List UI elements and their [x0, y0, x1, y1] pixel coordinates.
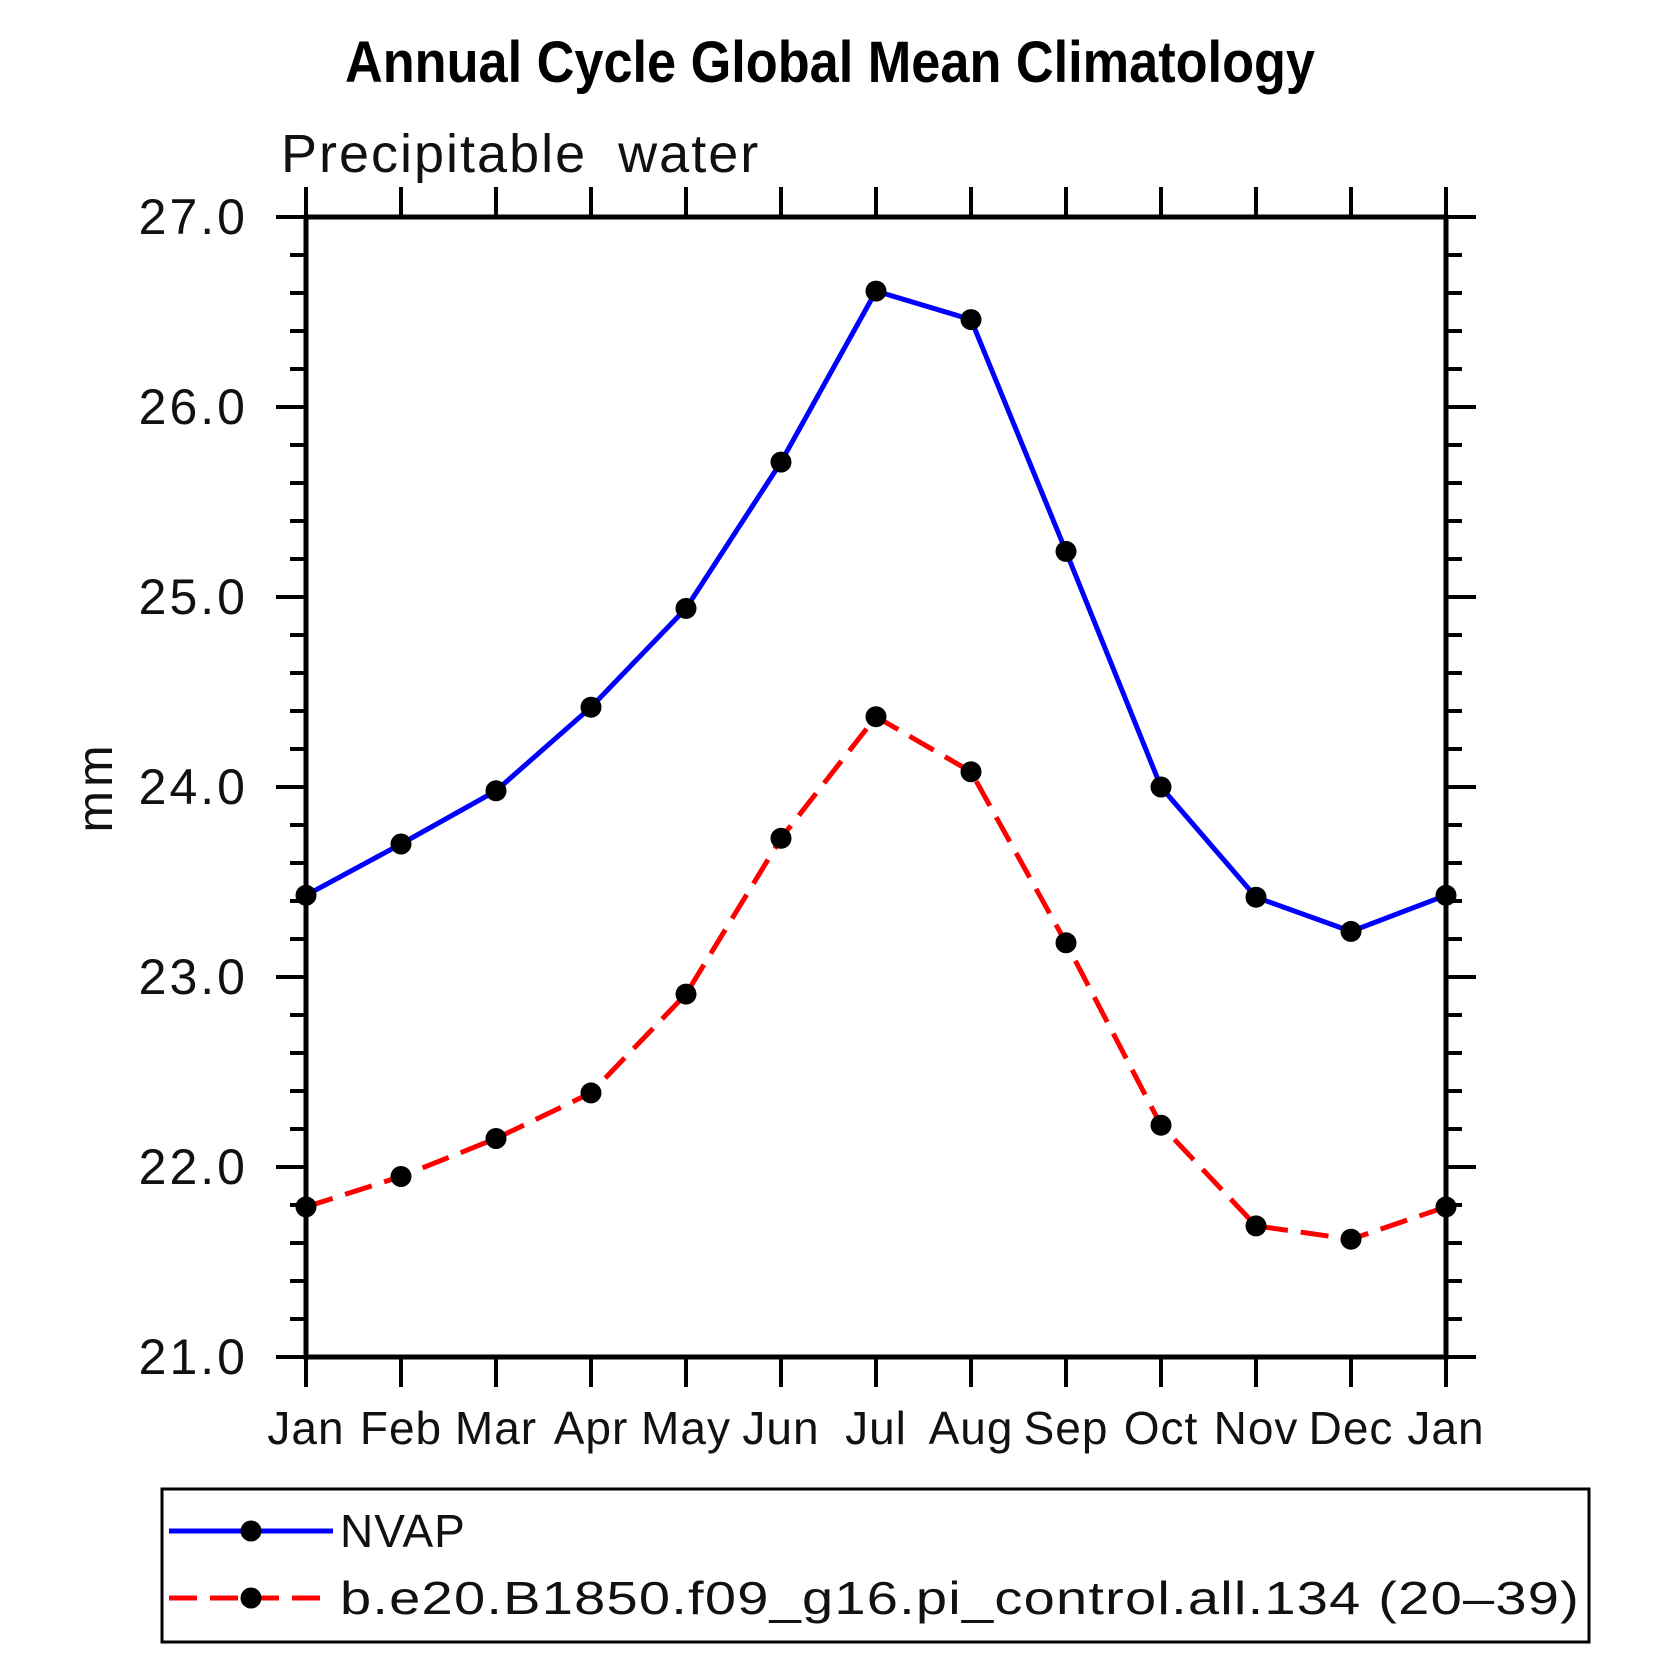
- x-tick-label: Jun: [742, 1402, 819, 1454]
- legend-box: [160, 1487, 1591, 1644]
- y-tick-label: 24.0: [139, 759, 248, 815]
- y-tick-label: 25.0: [139, 569, 248, 625]
- data-point-marker: [675, 983, 697, 1005]
- data-point-marker: [865, 280, 887, 302]
- data-point-marker: [295, 884, 317, 906]
- data-point-marker: [580, 1082, 602, 1104]
- x-tick-label: Jan: [267, 1402, 344, 1454]
- x-tick-label: Jul: [845, 1402, 907, 1454]
- plot-frame: [303, 214, 1449, 1360]
- y-tick-label: 21.0: [139, 1329, 248, 1385]
- data-point-marker: [485, 780, 507, 802]
- legend: NVAP b.e20.B1850.f09_g16.pi_control.all.…: [160, 1487, 1591, 1644]
- data-point-marker: [675, 597, 697, 619]
- legend-entry-nvap: NVAP: [169, 1505, 466, 1557]
- data-point-marker: [295, 1196, 317, 1218]
- data-point-marker: [960, 761, 982, 783]
- data-point-marker: [1340, 920, 1362, 942]
- legend-label-model: b.e20.B1850.f09_g16.pi_control.all.134 (…: [340, 1572, 1580, 1624]
- legend-sample-marker-model: [240, 1587, 262, 1609]
- x-tick-label: Dec: [1309, 1402, 1394, 1454]
- data-point-marker: [960, 309, 982, 331]
- legend-sample-marker-nvap: [240, 1520, 262, 1542]
- data-point-marker: [770, 451, 792, 473]
- data-point-marker: [770, 827, 792, 849]
- x-tick-label: Oct: [1124, 1402, 1199, 1454]
- data-point-marker: [390, 833, 412, 855]
- data-point-marker: [1150, 1114, 1172, 1136]
- y-tick-label: 26.0: [139, 379, 248, 435]
- x-tick-label: May: [641, 1402, 731, 1454]
- axis-ticks: [276, 187, 1476, 1387]
- data-point-marker: [1340, 1228, 1362, 1250]
- legend-label-nvap: NVAP: [340, 1505, 466, 1557]
- data-point-marker: [390, 1166, 412, 1187]
- x-tick-label: Nov: [1214, 1402, 1299, 1454]
- x-tick-label: Feb: [360, 1402, 442, 1454]
- data-point-marker: [1245, 1215, 1267, 1237]
- y-tick-label: 22.0: [139, 1139, 248, 1195]
- y-axis-tick-labels: 21.0 22.0 23.0 24.0 25.0 26.0 27.0: [139, 189, 248, 1385]
- data-point-marker: [1435, 1196, 1457, 1218]
- y-axis-label: mm: [67, 741, 123, 832]
- data-point-marker: [1055, 540, 1077, 562]
- x-tick-label: Aug: [929, 1402, 1014, 1454]
- x-tick-label: Mar: [455, 1402, 537, 1454]
- chart-title: Annual Cycle Global Mean Climatology: [345, 30, 1315, 95]
- x-tick-label: Apr: [554, 1402, 629, 1454]
- legend-entry-model: b.e20.B1850.f09_g16.pi_control.all.134 (…: [169, 1572, 1580, 1624]
- data-series: [295, 280, 1457, 1250]
- y-tick-label: 23.0: [139, 949, 248, 1005]
- y-tick-label: 27.0: [139, 189, 248, 245]
- x-tick-label: Sep: [1024, 1402, 1109, 1454]
- x-axis-tick-labels: Jan Feb Mar Apr May Jun Jul Aug Sep Oct Nov Dec Jan: [267, 1402, 1484, 1454]
- data-point-marker: [580, 696, 602, 718]
- data-point-marker: [1150, 776, 1172, 798]
- series-line-model: [305, 713, 1447, 1242]
- data-point-marker: [1055, 932, 1077, 954]
- data-point-marker: [865, 706, 887, 728]
- data-point-marker: [485, 1128, 507, 1149]
- data-point-marker: [1245, 886, 1267, 908]
- data-point-marker: [1435, 884, 1457, 906]
- chart-subtitle: Precipitable water: [281, 124, 760, 184]
- x-tick-label: Jan: [1407, 1402, 1484, 1454]
- series-line-nvap: [304, 288, 1447, 935]
